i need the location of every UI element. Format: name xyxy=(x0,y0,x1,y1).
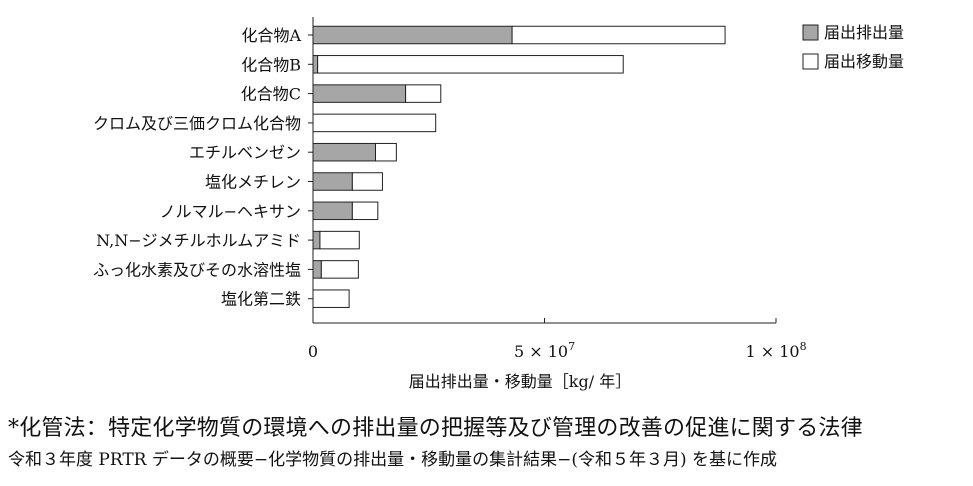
bar-emission-0 xyxy=(312,25,513,45)
bar-transfer-5 xyxy=(351,172,383,191)
category-label: クロム及び三価クロム化合物 xyxy=(93,114,301,133)
bar-emission-5 xyxy=(312,172,353,191)
axes-layer xyxy=(308,17,777,324)
footnote-source: 令和３年度 PRTR データの概要−化学物質の排出量・移動量の集計結果−(令和５… xyxy=(8,450,778,470)
bar-emission-4 xyxy=(312,142,377,162)
bar-transfer-6 xyxy=(351,201,379,221)
category-label: ふっ化水素及びその水溶性塩 xyxy=(93,260,301,279)
footnote-law: *化管法：特定化学物質の環境への排出量の把握等及び管理の改善の促進に関する法律 xyxy=(8,416,863,441)
category-label: エチルベンゼン xyxy=(189,143,301,162)
bar-transfer-1 xyxy=(317,55,624,74)
legend-label-transfer: 届出移動量 xyxy=(824,52,904,71)
bar-transfer-8 xyxy=(320,260,359,279)
bar-transfer-2 xyxy=(405,84,442,103)
bar-emission-2 xyxy=(312,84,407,103)
x-tick-label: 1 × 108 xyxy=(745,340,806,361)
category-label: 化合物A xyxy=(241,26,301,45)
category-label: 塩化メチレン xyxy=(205,173,301,192)
category-label: ノルマル−ヘキサン xyxy=(160,202,301,221)
x-tick-label: 0 xyxy=(308,342,318,361)
bar-transfer-9 xyxy=(312,289,350,308)
bars-layer xyxy=(312,25,726,308)
stacked-bar-chart: 化合物A 化合物B 化合物C クロム及び三価クロム化合物エチルベンゼン塩化メチレンノル… xyxy=(93,17,904,391)
bar-transfer-0 xyxy=(511,25,726,45)
x-tick-label: 5 × 107 xyxy=(514,340,575,361)
category-label: 化合物C xyxy=(241,85,301,104)
category-labels: 化合物A 化合物B 化合物C クロム及び三価クロム化合物エチルベンゼン塩化メチレンノル… xyxy=(93,26,301,309)
bar-emission-8 xyxy=(312,260,322,279)
bar-emission-7 xyxy=(312,230,321,250)
bar-transfer-7 xyxy=(319,230,360,250)
bar-emission-6 xyxy=(312,201,353,221)
x-axis-label: 届出排出量・移動量［kg/ 年］ xyxy=(409,372,631,391)
legend-swatch-transfer xyxy=(802,53,819,70)
bar-transfer-4 xyxy=(375,142,397,162)
category-label: 塩化第二鉄 xyxy=(221,290,301,309)
x-tick-labels: 0 5 × 107 1 × 108 xyxy=(308,340,807,361)
legend-label-emission: 届出排出量 xyxy=(824,23,904,42)
category-label: N,N−ジメチルホルムアミド xyxy=(96,231,301,250)
category-label: 化合物B xyxy=(241,55,301,74)
bar-transfer-3 xyxy=(312,113,437,133)
bar-emission-1 xyxy=(312,55,319,74)
legend-swatch-emission xyxy=(802,24,819,41)
